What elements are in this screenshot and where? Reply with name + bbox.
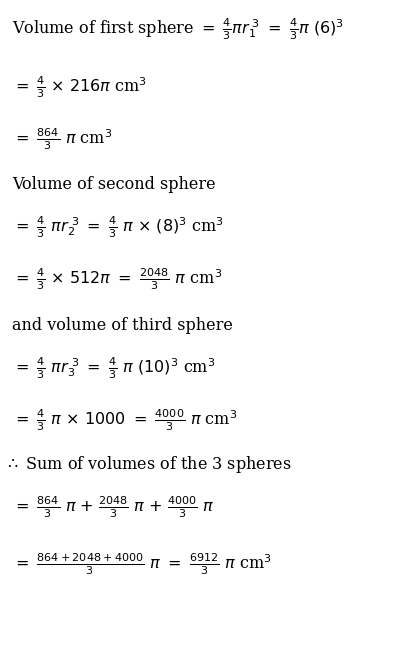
Text: $=$ $\frac{864+2048+4000}{3}$ $\pi$ $=$ $\frac{6912}{3}$ $\pi$ cm$^3$: $=$ $\frac{864+2048+4000}{3}$ $\pi$ $=$ …: [12, 551, 271, 577]
Text: $=$ $\frac{4}{3}$ $\times$ $512\pi$ $=$ $\frac{2048}{3}$ $\pi$ cm$^3$: $=$ $\frac{4}{3}$ $\times$ $512\pi$ $=$ …: [12, 266, 222, 292]
Text: $=$ $\frac{4}{3}$ $\pi r_3^{\;3}$ $=$ $\frac{4}{3}$ $\pi$ $(10)^3$ cm$^3$: $=$ $\frac{4}{3}$ $\pi r_3^{\;3}$ $=$ $\…: [12, 355, 215, 381]
Text: $=$ $\frac{864}{3}$ $\pi$ $+$ $\frac{2048}{3}$ $\pi$ $+$ $\frac{4000}{3}$ $\pi$: $=$ $\frac{864}{3}$ $\pi$ $+$ $\frac{204…: [12, 494, 214, 520]
Text: $\therefore$ Sum of volumes of the 3 spheres: $\therefore$ Sum of volumes of the 3 sph…: [4, 454, 291, 475]
Text: $=$ $\frac{4}{3}$ $\pi r_2^{\;3}$ $=$ $\frac{4}{3}$ $\pi$ $\times$ $(8)^3$ cm$^3: $=$ $\frac{4}{3}$ $\pi r_2^{\;3}$ $=$ $\…: [12, 214, 224, 240]
Text: Volume of second sphere: Volume of second sphere: [12, 176, 215, 193]
Text: $=$ $\frac{4}{3}$ $\times$ $216\pi$ cm$^3$: $=$ $\frac{4}{3}$ $\times$ $216\pi$ cm$^…: [12, 75, 147, 100]
Text: and volume of third sphere: and volume of third sphere: [12, 318, 232, 334]
Text: $=$ $\frac{4}{3}$ $\pi$ $\times$ $1000$ $=$ $\frac{4000}{3}$ $\pi$ cm$^3$: $=$ $\frac{4}{3}$ $\pi$ $\times$ $1000$ …: [12, 407, 237, 433]
Text: Volume of first sphere $=$ $\frac{4}{3}$$\pi r_1^{\;3}$ $=$ $\frac{4}{3}$$\pi$ $: Volume of first sphere $=$ $\frac{4}{3}$…: [12, 16, 343, 42]
Text: $=$ $\frac{864}{3}$ $\pi$ cm$^3$: $=$ $\frac{864}{3}$ $\pi$ cm$^3$: [12, 126, 112, 152]
